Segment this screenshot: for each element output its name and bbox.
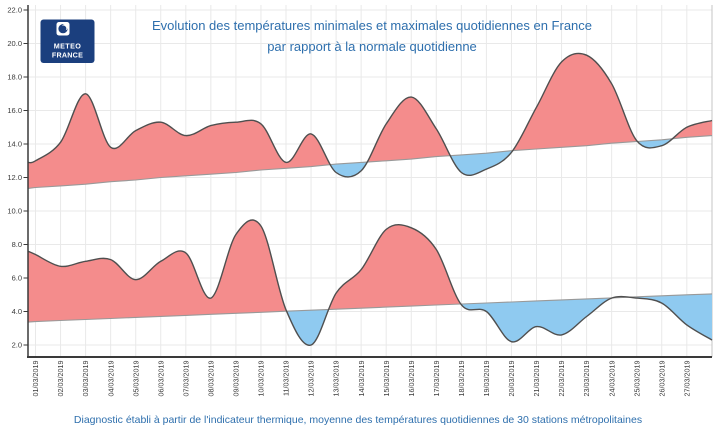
x-tick-label: 10/03/2019 <box>257 361 266 397</box>
x-tick-label: 18/03/2019 <box>457 361 466 397</box>
y-tick-label: 10.0 <box>7 207 22 216</box>
x-tick-label: 14/03/2019 <box>357 361 366 397</box>
meteo-france-crescent-icon <box>58 24 68 34</box>
x-tick-label: 24/03/2019 <box>607 361 616 397</box>
y-tick-label: 8.0 <box>12 240 22 249</box>
x-tick-label: 02/03/2019 <box>56 361 65 397</box>
plot-area: 2.0 4.0 6.0 8.0 10.0 12.0 14.0 16.0 18.0 20.0 22.0… <box>7 5 713 397</box>
tmin-above-normal-area <box>28 220 712 323</box>
tmax-above-normal-area <box>28 53 712 189</box>
x-tick-label: 26/03/2019 <box>657 361 666 397</box>
x-tick-label: 04/03/2019 <box>106 361 115 397</box>
y-tick-label: 4.0 <box>12 307 22 316</box>
x-tick-label: 11/03/2019 <box>282 361 291 396</box>
x-tick-label: 23/03/2019 <box>582 361 591 397</box>
x-tick-label: 17/03/2019 <box>432 361 441 397</box>
logo-text-meteo: METEO <box>54 42 82 51</box>
x-tick-label: 12/03/2019 <box>307 361 316 397</box>
chart-title-line2: par rapport à la normale quotidienne <box>267 39 477 54</box>
x-tick-label: 27/03/2019 <box>682 361 691 397</box>
x-tick-label: 01/03/2019 <box>31 361 40 397</box>
tmax-normal-line <box>27 135 713 189</box>
y-tick-label: 14.0 <box>7 140 22 149</box>
logo-background <box>40 19 95 63</box>
y-tick-label: 16.0 <box>7 106 22 115</box>
x-tick-label: 07/03/2019 <box>181 361 190 397</box>
x-tick-label: 13/03/2019 <box>332 361 341 397</box>
tmin-curve <box>27 219 713 346</box>
y-tick-label: 20.0 <box>7 39 22 48</box>
x-tick-label: 06/03/2019 <box>156 361 165 397</box>
y-tick-label: 2.0 <box>12 341 22 350</box>
tmin-normal-line <box>27 293 713 323</box>
x-tick-label: 08/03/2019 <box>206 361 215 397</box>
x-tick-label: 21/03/2019 <box>532 361 541 397</box>
x-tick-label: 20/03/2019 <box>507 361 516 397</box>
chart-overlay: METEO FRANCE Evolution des températures … <box>40 18 642 426</box>
x-tick-label: 09/03/2019 <box>232 361 241 397</box>
y-tick-label: 22.0 <box>7 6 22 15</box>
tmax-curve <box>27 52 713 178</box>
x-tick-label: 03/03/2019 <box>81 361 90 397</box>
y-tick-label: 18.0 <box>7 73 22 82</box>
chart-title-line1: Evolution des températures minimales et … <box>152 18 592 33</box>
x-tick-label: 22/03/2019 <box>557 361 566 397</box>
y-tick-label: 6.0 <box>12 274 22 283</box>
meteo-france-logo: METEO FRANCE <box>40 19 95 63</box>
logo-text-france: FRANCE <box>52 51 83 60</box>
chart-caption: Diagnostic établi à partir de l'indicate… <box>74 414 642 426</box>
x-tick-label: 05/03/2019 <box>131 361 140 397</box>
x-tick-label: 16/03/2019 <box>407 361 416 397</box>
x-tick-label: 19/03/2019 <box>482 361 491 397</box>
x-tick-label: 25/03/2019 <box>632 361 641 397</box>
y-tick-label: 12.0 <box>7 173 22 182</box>
x-tick-label: 15/03/2019 <box>382 361 391 397</box>
